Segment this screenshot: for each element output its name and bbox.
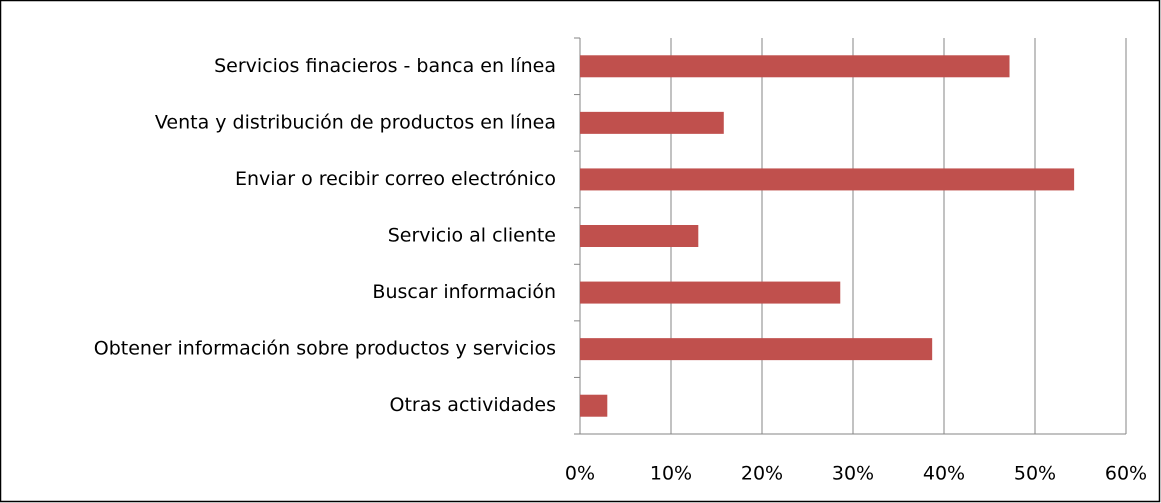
- x-tick-label: 0%: [565, 463, 595, 485]
- bar: [580, 225, 699, 247]
- y-tick-label: Obtener información sobre productos y se…: [94, 338, 556, 360]
- y-tick-label: Venta y distribución de productos en lín…: [155, 111, 556, 133]
- y-tick-label: Buscar información: [372, 281, 556, 303]
- x-tick-label: 60%: [1105, 463, 1147, 485]
- y-tick-label: Enviar o recibir correo electrónico: [235, 168, 556, 190]
- y-tick-label: Servicios finacieros - banca en línea: [214, 55, 556, 77]
- bar: [580, 394, 608, 417]
- y-tick-label: Otras actividades: [390, 394, 557, 416]
- y-tick-label: Servicio al cliente: [388, 225, 556, 247]
- bar: [580, 111, 724, 134]
- x-tick-label: 20%: [741, 463, 783, 485]
- bar: [580, 55, 1010, 78]
- bar: [580, 338, 933, 361]
- x-tick-label: 50%: [1014, 463, 1056, 485]
- x-tick-label: 30%: [832, 463, 874, 485]
- x-tick-label: 40%: [923, 463, 965, 485]
- x-tick-label: 10%: [650, 463, 692, 485]
- bar: [580, 168, 1075, 191]
- bar: [580, 281, 841, 304]
